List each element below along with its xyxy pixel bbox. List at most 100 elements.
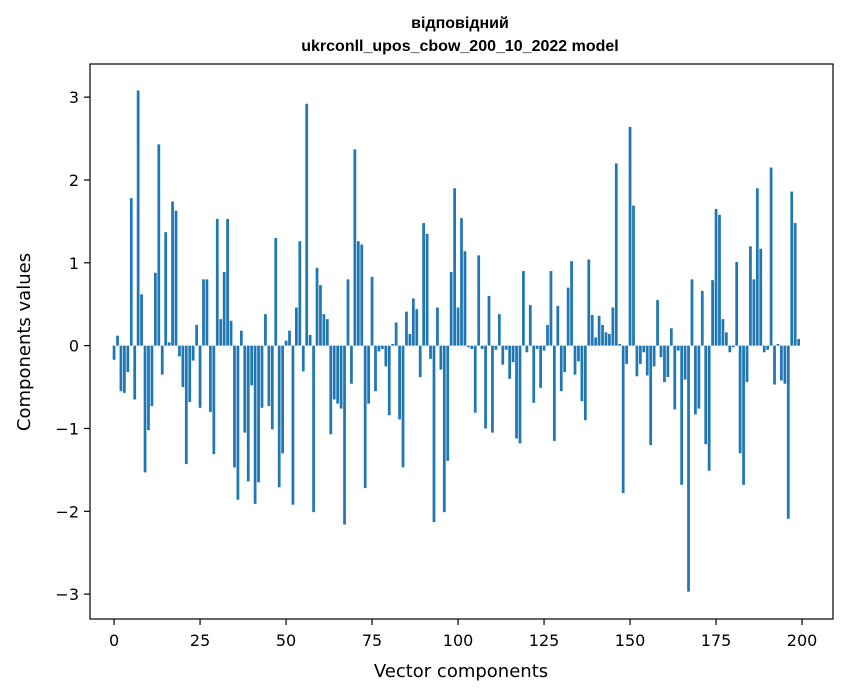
bar [790, 191, 794, 346]
bar [491, 345, 494, 433]
bar [642, 345, 646, 353]
bar [205, 279, 209, 346]
bar [143, 345, 147, 473]
bar [167, 342, 171, 346]
chart-title-line-1: відповідний [411, 15, 509, 32]
bar [367, 345, 370, 404]
bar [123, 345, 126, 393]
x-tick-label: 150 [615, 631, 646, 650]
bar [525, 345, 529, 353]
bar [418, 345, 422, 378]
bar [559, 345, 563, 392]
bar [425, 233, 429, 346]
bar [477, 255, 481, 346]
bar [738, 345, 742, 454]
bar [436, 307, 439, 346]
bar [315, 267, 319, 346]
x-axis-label: Vector components [374, 661, 548, 682]
bar [319, 285, 322, 346]
bar [611, 307, 615, 346]
bar [398, 345, 401, 420]
bar [673, 345, 677, 410]
bar [305, 103, 309, 346]
bar [663, 345, 666, 383]
bar [446, 345, 450, 461]
bar [246, 345, 250, 482]
bar [680, 345, 684, 485]
bar [174, 210, 178, 346]
bar [136, 90, 140, 346]
bar [511, 345, 515, 363]
bar [267, 345, 271, 407]
bar [745, 345, 749, 383]
bar [442, 345, 446, 513]
bar [683, 345, 687, 380]
bar [570, 261, 573, 346]
bar [112, 345, 116, 360]
bar [728, 345, 732, 353]
bar [618, 343, 622, 346]
bar [649, 345, 653, 446]
y-tick-label: 3 [69, 88, 79, 107]
bar [749, 246, 752, 346]
bar [456, 307, 460, 346]
bar [291, 345, 295, 505]
bar [274, 237, 278, 346]
bar [793, 223, 797, 346]
bar [370, 276, 374, 346]
x-axis-ticks: 0 25 50 75 100 125 150 175 200 [109, 619, 817, 650]
bar [284, 340, 288, 346]
chart-title-line-2: ukrconll_upos_cbow_200_10_2022 model [301, 38, 618, 55]
bar [645, 345, 649, 376]
bar [126, 345, 130, 373]
bar [463, 251, 467, 346]
bar [724, 332, 728, 346]
bar [288, 330, 291, 346]
bar [184, 345, 188, 465]
y-tick-label: 2 [69, 171, 79, 190]
x-tick-label: 200 [787, 631, 818, 650]
bar [473, 345, 477, 413]
bar [731, 345, 735, 348]
bar [553, 345, 556, 441]
bar [786, 345, 790, 519]
y-tick-label: 0 [69, 337, 79, 356]
bar [346, 279, 350, 346]
bar [381, 345, 384, 349]
bar [116, 335, 119, 346]
bar [546, 324, 549, 346]
bar [759, 248, 763, 346]
bar [470, 345, 474, 349]
bar [577, 345, 580, 362]
bar [401, 345, 405, 468]
bar [195, 324, 199, 346]
bar [295, 307, 298, 346]
bar [411, 298, 415, 346]
bar [597, 315, 601, 346]
bar [638, 345, 642, 364]
bar [270, 345, 274, 430]
bar [566, 287, 570, 346]
bar [415, 309, 419, 346]
bar [325, 319, 329, 346]
bar [153, 272, 157, 346]
bar [497, 314, 501, 346]
bar [332, 345, 336, 400]
bar [687, 345, 690, 592]
bar [260, 345, 264, 408]
bar [160, 345, 164, 375]
bar [312, 345, 315, 513]
bar [656, 300, 659, 346]
bar [343, 345, 346, 525]
bar [460, 218, 463, 346]
bar [374, 345, 377, 392]
bar [773, 345, 776, 385]
bar [721, 319, 725, 346]
bar [405, 311, 408, 346]
bar [601, 324, 604, 346]
bar [384, 345, 388, 367]
bar [119, 345, 123, 392]
bar [487, 295, 491, 346]
bar [298, 241, 302, 346]
